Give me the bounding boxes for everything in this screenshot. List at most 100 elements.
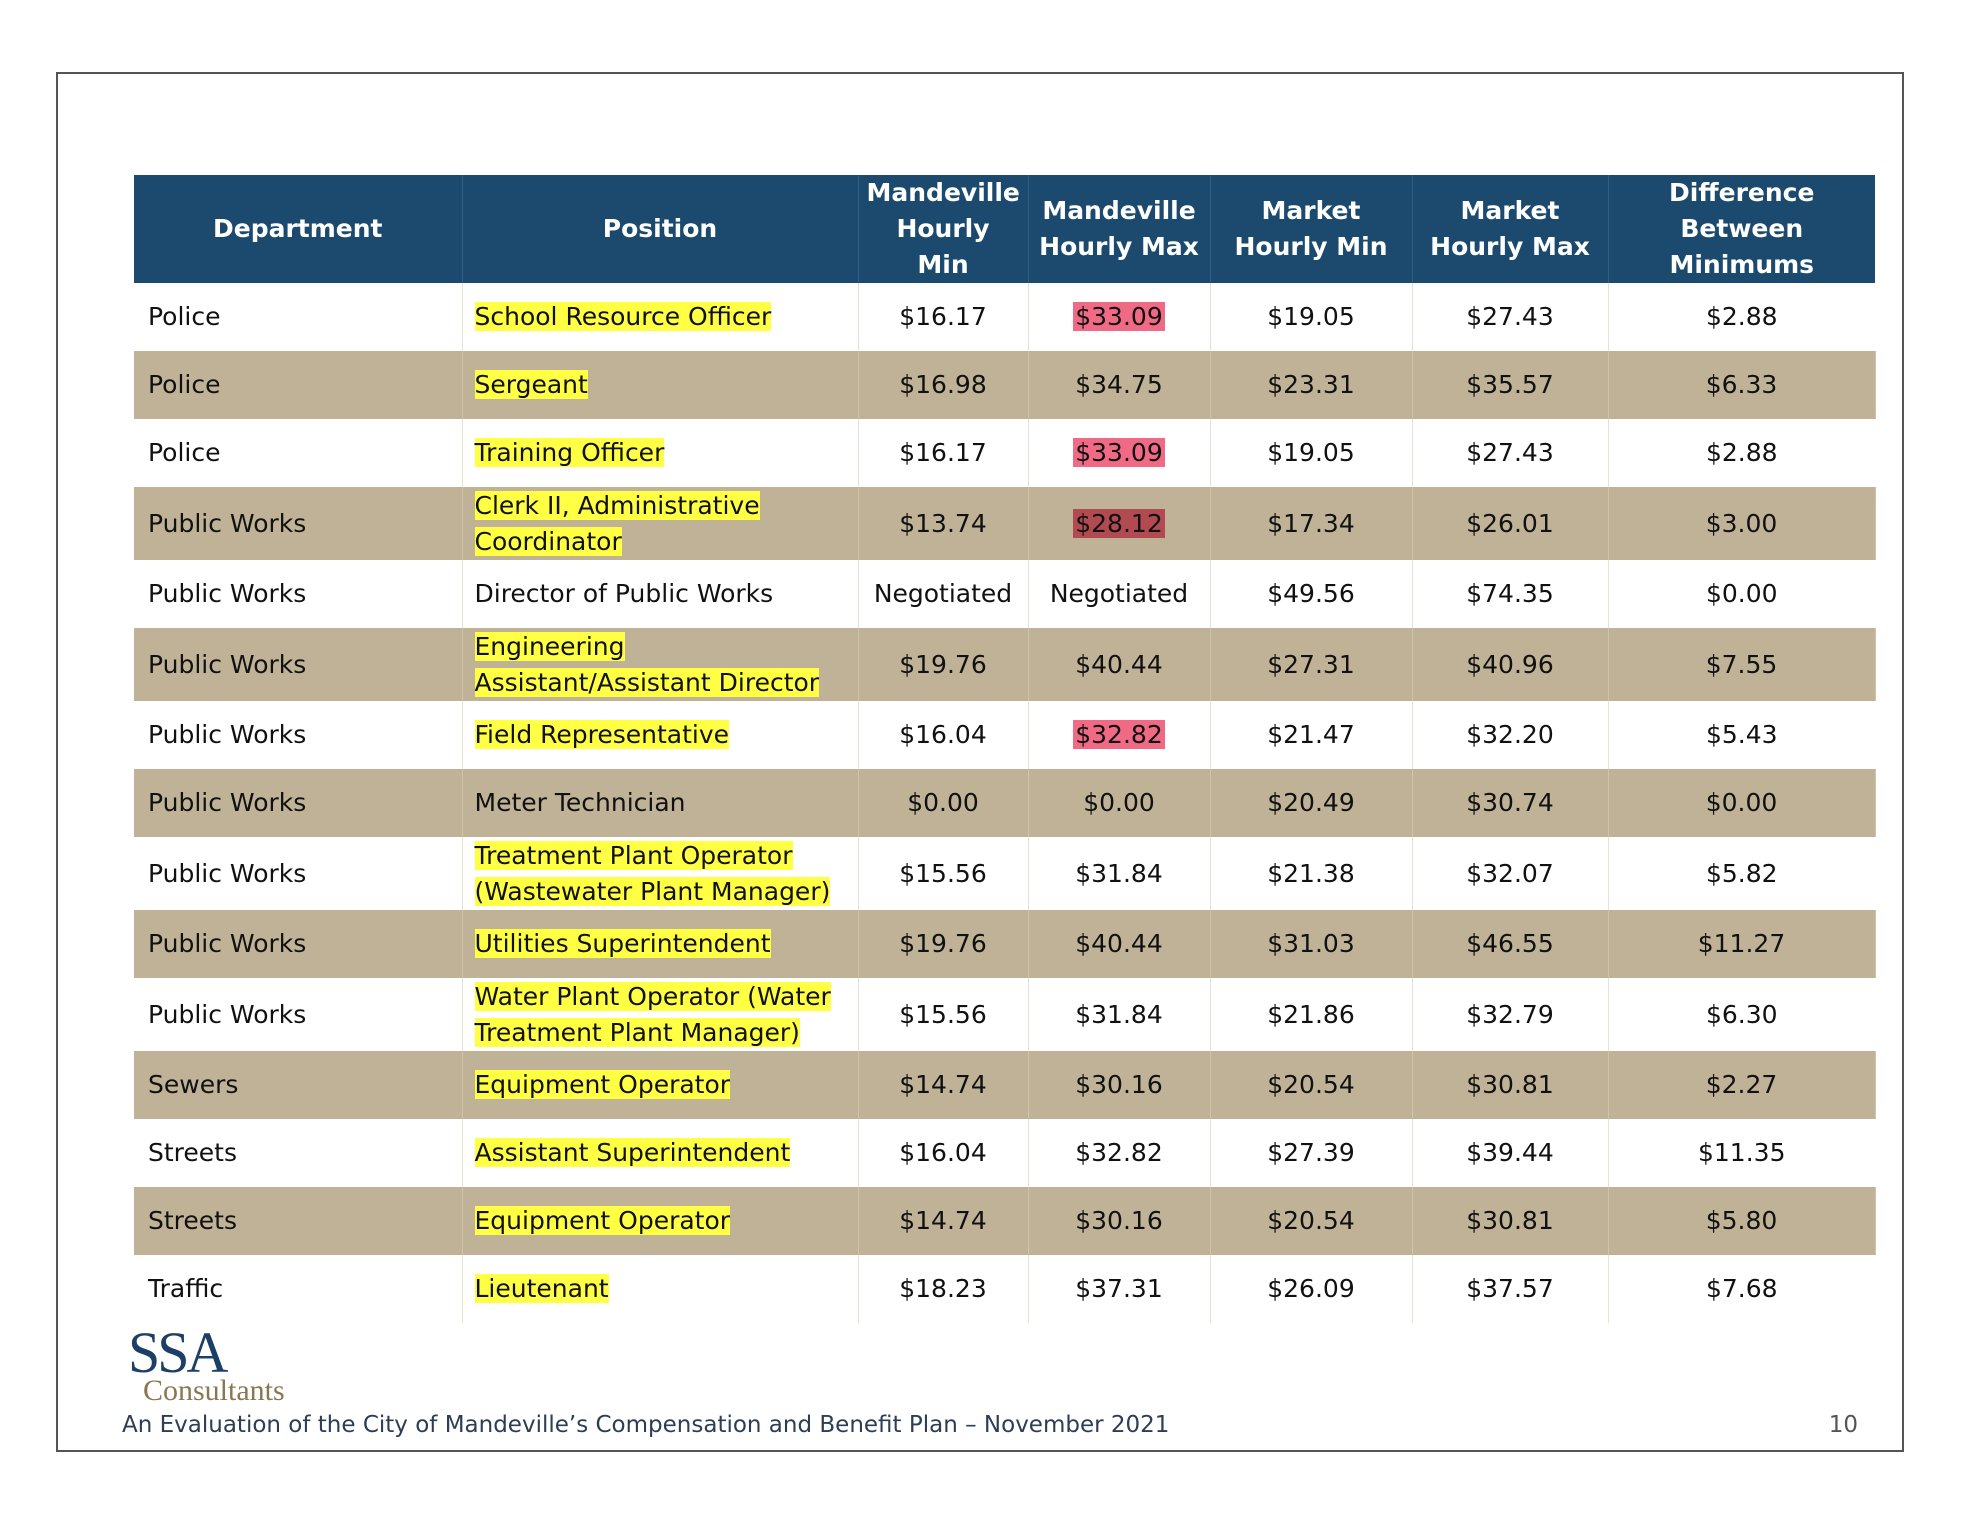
mandeville-max-cell-text: $0.00 — [1083, 788, 1155, 817]
position-cell-text: Lieutenant — [474, 1274, 609, 1303]
mandeville-max-cell: $32.82 — [1028, 1119, 1211, 1187]
position-cell: Clerk II, Administrative Coordinator — [462, 487, 859, 560]
mandeville-max-cell-text: $37.31 — [1075, 1274, 1163, 1303]
mandeville-max-cell: $40.44 — [1028, 628, 1211, 701]
dept-cell-text: Public Works — [148, 720, 307, 749]
mandeville-min-cell: $15.56 — [858, 978, 1029, 1051]
market-min-cell-text: $27.39 — [1267, 1138, 1355, 1167]
mandeville-max-cell: $33.09 — [1028, 419, 1211, 487]
mandeville-min-cell-text: $16.17 — [899, 302, 987, 331]
mandeville-max-cell: $32.82 — [1028, 701, 1211, 769]
mandeville-max-cell-text: $31.84 — [1075, 858, 1163, 888]
mandeville-max-cell-text: $28.12 — [1073, 508, 1165, 538]
mandeville-min-cell-text: $15.56 — [899, 999, 987, 1029]
dept-cell: Streets — [134, 1187, 463, 1255]
position-cell: Engineering Assistant/Assistant Director — [462, 628, 859, 701]
market-max-cell-text: $32.20 — [1466, 720, 1554, 749]
mandeville-min-cell: $16.98 — [858, 351, 1029, 419]
mandeville-min-cell-text: $14.74 — [899, 1206, 987, 1235]
logo-ssa-text: SSA — [128, 1320, 228, 1385]
position-cell: Field Representative — [462, 701, 859, 769]
mandeville-max-cell-text: Negotiated — [1049, 579, 1189, 608]
mandeville-max-cell-text: $34.75 — [1075, 370, 1163, 399]
dept-cell: Police — [134, 351, 463, 419]
market-max-cell-text: $46.55 — [1466, 929, 1554, 958]
position-cell-text: Sergeant — [474, 370, 588, 399]
dept-cell-text: Traffic — [148, 1274, 224, 1303]
position-cell: Equipment Operator — [462, 1051, 859, 1119]
table-row: Public Works Director of Public Works Nego… — [134, 560, 1875, 628]
difference-cell: $11.35 — [1608, 1119, 1875, 1187]
header-mandeville-min: Mandeville Hourly Min — [858, 175, 1029, 283]
header-row: Department Position Mandeville Hourly Mi… — [134, 175, 1875, 283]
market-min-cell-text: $21.86 — [1267, 999, 1355, 1029]
market-min-cell-text: $20.49 — [1267, 788, 1355, 817]
mandeville-min-cell-text: $13.74 — [899, 508, 987, 538]
dept-cell: Public Works — [134, 560, 463, 628]
header-mandeville-max: Mandeville Hourly Max — [1028, 175, 1211, 283]
market-min-cell: $20.54 — [1210, 1187, 1413, 1255]
mandeville-max-cell: $37.31 — [1028, 1255, 1211, 1323]
dept-cell-text: Public Works — [148, 649, 307, 679]
market-min-cell-text: $19.05 — [1267, 438, 1355, 467]
market-max-cell-text: $27.43 — [1466, 302, 1554, 331]
table-row: Police Training Officer $16.17 $33.09 $19.05… — [134, 419, 1875, 487]
mandeville-min-cell: $14.74 — [858, 1187, 1029, 1255]
position-cell-text: Equipment Operator — [474, 1206, 731, 1235]
dept-cell: Public Works — [134, 769, 463, 837]
mandeville-min-cell: $16.04 — [858, 701, 1029, 769]
table-row: Public Works Field Representative $16.04 $3… — [134, 701, 1875, 769]
mandeville-min-cell-text: $19.76 — [899, 649, 987, 679]
market-min-cell-text: $31.03 — [1267, 929, 1355, 958]
market-min-cell: $20.54 — [1210, 1051, 1413, 1119]
difference-cell: $5.43 — [1608, 701, 1875, 769]
table-row: Public Works Engineering Assistant/Assist… — [134, 628, 1876, 701]
market-max-cell-text: $32.79 — [1466, 999, 1554, 1029]
market-min-cell: $31.03 — [1210, 910, 1413, 978]
dept-cell-text: Public Works — [148, 858, 307, 888]
mandeville-max-cell-text: $30.16 — [1075, 1206, 1163, 1235]
mandeville-min-cell-text: $14.74 — [899, 1070, 987, 1099]
table-body: Police School Resource Officer $16.17 $33.0… — [134, 283, 1876, 1323]
position-cell: Assistant Superintendent — [462, 1119, 859, 1187]
mandeville-max-cell-text: $40.44 — [1075, 929, 1163, 958]
mandeville-min-cell: $13.74 — [858, 487, 1029, 560]
market-min-cell-text: $27.31 — [1267, 649, 1355, 679]
dept-cell-text: Sewers — [148, 1070, 239, 1099]
dept-cell: Public Works — [134, 978, 463, 1051]
dept-cell: Sewers — [134, 1051, 463, 1119]
difference-cell-text: $2.88 — [1705, 438, 1778, 467]
mandeville-min-cell: $15.56 — [858, 837, 1029, 910]
mandeville-max-cell: $28.12 — [1028, 487, 1211, 560]
difference-cell-text: $3.00 — [1705, 508, 1778, 538]
market-min-cell: $21.38 — [1210, 837, 1413, 910]
position-cell-text: Water Plant Operator (Water Treatment Pl… — [474, 981, 831, 1047]
position-cell: Sergeant — [462, 351, 859, 419]
position-cell: Lieutenant — [462, 1255, 859, 1323]
mandeville-min-cell-text: $15.56 — [899, 858, 987, 888]
market-max-cell: $26.01 — [1412, 487, 1609, 560]
header-position: Position — [462, 175, 859, 283]
table-row: Public Works Water Plant Operator (Water … — [134, 978, 1875, 1051]
table-row: Police Sergeant $16.98 $34.75 $23.31 $35.57 $6… — [134, 351, 1876, 419]
mandeville-min-cell: Negotiated — [858, 560, 1029, 628]
position-cell-text: Treatment Plant Operator (Wastewater Pla… — [474, 840, 831, 906]
position-cell-text: Assistant Superintendent — [474, 1138, 791, 1167]
market-max-cell-text: $74.35 — [1466, 579, 1554, 608]
difference-cell-text: $5.43 — [1705, 720, 1778, 749]
mandeville-max-cell: $31.84 — [1028, 837, 1211, 910]
market-max-cell: $40.96 — [1412, 628, 1609, 701]
mandeville-max-cell-text: $30.16 — [1075, 1070, 1163, 1099]
mandeville-max-cell: $31.84 — [1028, 978, 1211, 1051]
market-min-cell-text: $23.31 — [1267, 370, 1355, 399]
position-cell-text: Director of Public Works — [474, 579, 774, 608]
market-min-cell-text: $20.54 — [1267, 1070, 1355, 1099]
market-min-cell-text: $17.34 — [1267, 508, 1355, 538]
ssa-consultants-logo: SSA Consultants — [128, 1320, 285, 1406]
market-min-cell-text: $21.38 — [1267, 858, 1355, 888]
mandeville-min-cell: $14.74 — [858, 1051, 1029, 1119]
position-cell-text: Field Representative — [474, 720, 730, 749]
difference-cell-text: $11.35 — [1698, 1138, 1786, 1167]
dept-cell-text: Public Works — [148, 508, 307, 538]
position-cell-text: Meter Technician — [474, 788, 686, 817]
